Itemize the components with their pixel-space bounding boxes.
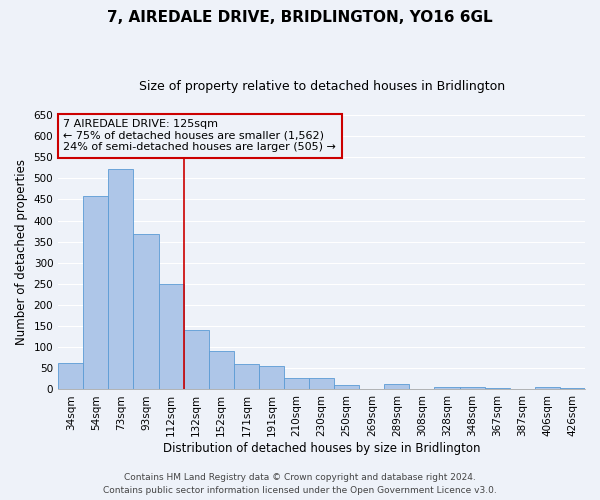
Text: Contains HM Land Registry data © Crown copyright and database right 2024.
Contai: Contains HM Land Registry data © Crown c… xyxy=(103,474,497,495)
Bar xyxy=(535,387,560,390)
Text: 7 AIREDALE DRIVE: 125sqm
← 75% of detached houses are smaller (1,562)
24% of sem: 7 AIREDALE DRIVE: 125sqm ← 75% of detach… xyxy=(64,119,337,152)
Text: 7, AIREDALE DRIVE, BRIDLINGTON, YO16 6GL: 7, AIREDALE DRIVE, BRIDLINGTON, YO16 6GL xyxy=(107,10,493,25)
Bar xyxy=(109,169,133,390)
Bar xyxy=(309,378,334,390)
Bar xyxy=(284,378,309,390)
Title: Size of property relative to detached houses in Bridlington: Size of property relative to detached ho… xyxy=(139,80,505,93)
X-axis label: Distribution of detached houses by size in Bridlington: Distribution of detached houses by size … xyxy=(163,442,481,455)
Bar xyxy=(385,384,409,390)
Bar xyxy=(184,330,209,390)
Bar xyxy=(158,284,184,390)
Bar xyxy=(460,388,485,390)
Bar xyxy=(58,364,83,390)
Bar xyxy=(234,364,259,390)
Bar xyxy=(334,385,359,390)
Y-axis label: Number of detached properties: Number of detached properties xyxy=(15,159,28,345)
Bar xyxy=(259,366,284,390)
Bar xyxy=(485,388,510,390)
Bar xyxy=(133,234,158,390)
Bar xyxy=(434,386,460,390)
Bar xyxy=(560,388,585,390)
Bar xyxy=(83,196,109,390)
Bar xyxy=(209,350,234,390)
